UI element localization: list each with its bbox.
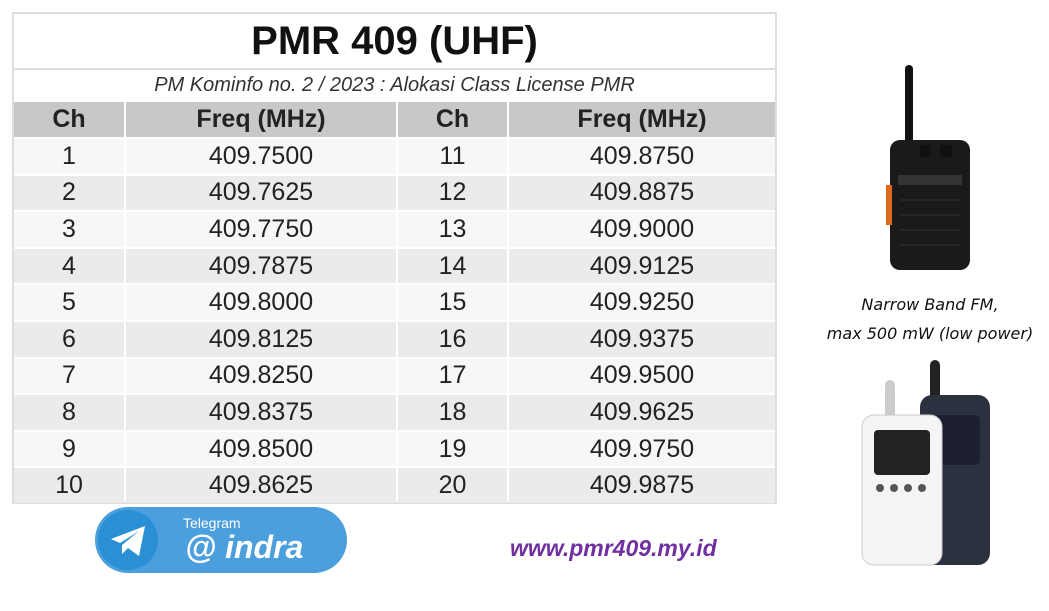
url: www.pmr409.my.id <box>510 535 717 561</box>
table-cell: 8 <box>14 395 124 430</box>
table-cell: 16 <box>398 322 507 357</box>
table-cell: 409.7500 <box>126 139 396 174</box>
table-cell: 17 <box>398 358 507 394</box>
table: PMR 409 (UHF) PM Kominfo no. 2 / 2023 : … <box>12 12 777 504</box>
table-cell: 409.9750 <box>509 431 775 467</box>
table-cell: 13 <box>398 212 507 247</box>
table-cell: 409.9250 <box>509 285 775 320</box>
telegram-badge: Telegram @ indra <box>95 507 347 573</box>
table-cell: 409.8375 <box>126 395 396 430</box>
title: PMR 409 (UHF) <box>14 14 775 70</box>
table-cell: 409.9000 <box>509 212 775 247</box>
table-cell: 15 <box>398 285 507 320</box>
badge-label: Telegram <box>183 515 241 531</box>
table-cell: 409.9500 <box>509 358 775 394</box>
table-cell: 19 <box>398 431 507 467</box>
table-cell: 3 <box>14 212 124 247</box>
radio-image <box>861 360 990 566</box>
column-header: Ch <box>14 102 124 137</box>
table-cell: 409.8250 <box>126 358 396 394</box>
table-cell: 409.9375 <box>509 322 775 357</box>
table-cell: 5 <box>14 285 124 320</box>
subtitle: PM Kominfo no. 2 / 2023 : Alokasi Class … <box>154 73 635 96</box>
table-cell: 10 <box>14 468 124 503</box>
table-cell: 409.8000 <box>126 285 396 320</box>
radio-image <box>886 65 970 270</box>
table-cell: 409.7875 <box>126 248 396 284</box>
column-header: Freq (MHz) <box>509 102 775 137</box>
note: Narrow Band FM, <box>861 295 999 314</box>
table-cell: 14 <box>398 248 507 284</box>
table-cell: 409.8875 <box>509 175 775 211</box>
column-header: Ch <box>398 102 507 137</box>
table-cell: 409.9875 <box>509 468 775 503</box>
table-cell: 20 <box>398 468 507 503</box>
notes: Narrow Band FM, max 500 mW (low power) <box>800 290 1049 348</box>
table-cell: 18 <box>398 395 507 430</box>
table-cell: 409.9625 <box>509 395 775 430</box>
table-cell: 4 <box>14 248 124 284</box>
table-cell: 409.8625 <box>126 468 396 503</box>
column-header: Freq (MHz) <box>126 102 396 137</box>
table-cell: 2 <box>14 175 124 211</box>
table-cell: 409.8125 <box>126 322 396 357</box>
table-cell: 409.7625 <box>126 175 396 211</box>
note: max 500 mW (low power) <box>826 324 1034 343</box>
table-cell: 1 <box>14 139 124 174</box>
table-cell: 6 <box>14 322 124 357</box>
badge-handle: @ indra <box>185 529 304 565</box>
telegram-icon <box>98 510 158 570</box>
table-cell: 409.9125 <box>509 248 775 284</box>
table-cell: 409.8750 <box>509 139 775 174</box>
table-cell: 12 <box>398 175 507 211</box>
table-cell: 409.8500 <box>126 431 396 467</box>
table-cell: 409.7750 <box>126 212 396 247</box>
table-cell: 7 <box>14 358 124 394</box>
table-cell: 9 <box>14 431 124 467</box>
table-cell: 11 <box>398 139 507 174</box>
